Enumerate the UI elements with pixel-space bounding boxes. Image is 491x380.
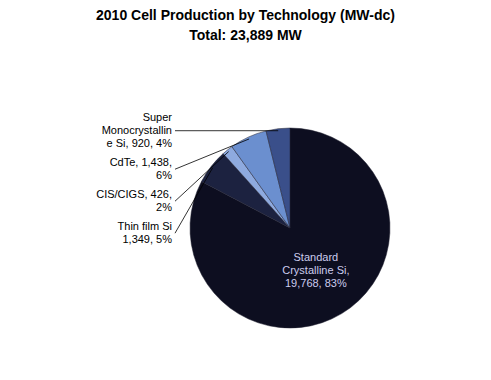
- label-line: 2%: [156, 201, 172, 213]
- slice-label: SuperMonocrystalline Si, 920, 4%: [102, 111, 173, 149]
- pie: StandardCrystalline Si,19,768, 83% SuperM…: [96, 111, 390, 328]
- slice: [190, 128, 390, 328]
- leader-line: [175, 139, 249, 169]
- leader-line: [175, 130, 278, 131]
- subtitle: Total: 23,889 MW: [189, 27, 302, 43]
- label-line: Standard: [294, 251, 339, 263]
- label-line: 19,768, 83%: [285, 277, 347, 289]
- label-line: Super: [143, 111, 173, 123]
- slice-label: StandardCrystalline Si,19,768, 83%: [282, 251, 349, 289]
- label-line: CdTe, 1,438,: [110, 156, 172, 168]
- slice-label: CdTe, 1,438,6%: [110, 156, 173, 181]
- slice-label: CIS/CIGS, 426,2%: [96, 188, 172, 213]
- label-line: Monocrystallin: [102, 124, 172, 136]
- slice-label: Thin film Si1,349, 5%: [118, 220, 173, 245]
- label-line: 6%: [156, 169, 172, 181]
- leader-line: [175, 168, 213, 233]
- leader-line: [175, 152, 229, 202]
- label-line: Crystalline Si,: [282, 264, 349, 276]
- title: 2010 Cell Production by Technology (MW-d…: [96, 7, 395, 23]
- label-line: e Si, 920, 4%: [107, 137, 173, 149]
- label-line: 1,349, 5%: [122, 233, 172, 245]
- slice: [266, 128, 290, 228]
- label-line: CIS/CIGS, 426,: [96, 188, 172, 200]
- chart: 2010 Cell Production by Technology (MW-d…: [0, 0, 491, 380]
- label-line: Thin film Si: [118, 220, 172, 232]
